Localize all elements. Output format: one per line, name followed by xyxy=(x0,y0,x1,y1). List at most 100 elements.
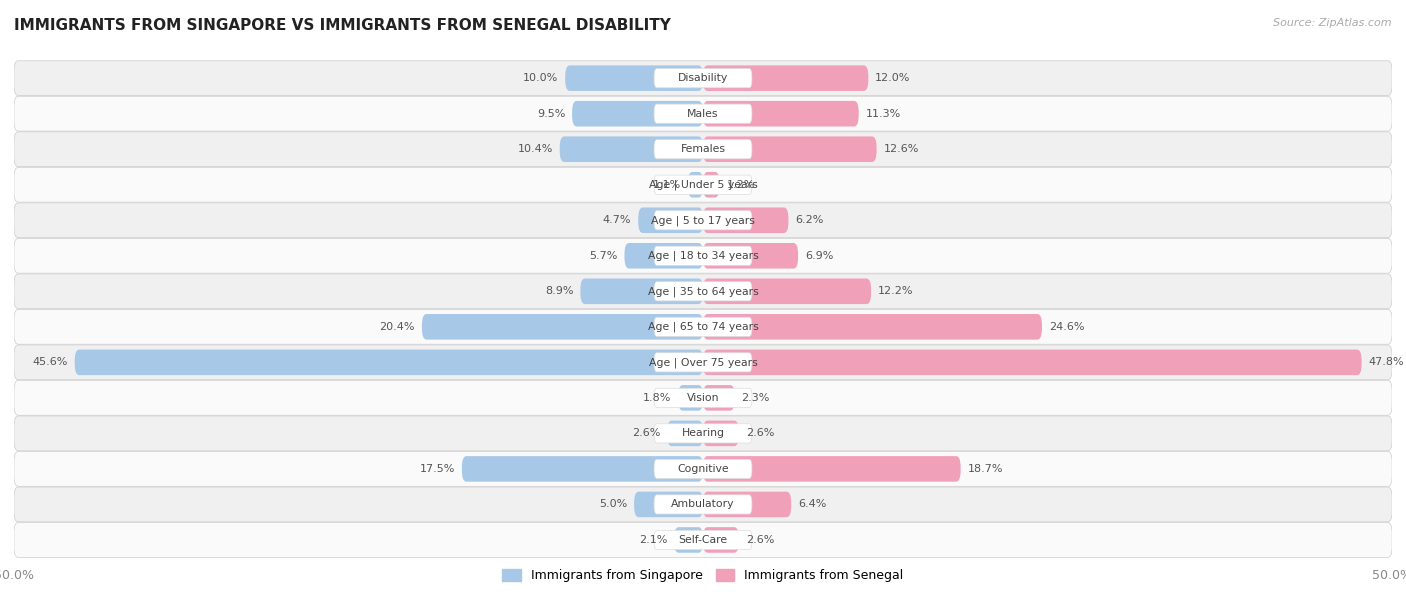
Text: IMMIGRANTS FROM SINGAPORE VS IMMIGRANTS FROM SENEGAL DISABILITY: IMMIGRANTS FROM SINGAPORE VS IMMIGRANTS … xyxy=(14,18,671,34)
FancyBboxPatch shape xyxy=(422,314,703,340)
Text: 1.1%: 1.1% xyxy=(652,180,681,190)
FancyBboxPatch shape xyxy=(654,69,752,88)
FancyBboxPatch shape xyxy=(75,349,703,375)
Text: Age | Over 75 years: Age | Over 75 years xyxy=(648,357,758,368)
FancyBboxPatch shape xyxy=(668,420,703,446)
FancyBboxPatch shape xyxy=(634,491,703,517)
FancyBboxPatch shape xyxy=(14,274,1392,308)
FancyBboxPatch shape xyxy=(703,136,876,162)
Text: 9.5%: 9.5% xyxy=(537,109,565,119)
FancyBboxPatch shape xyxy=(703,101,859,127)
FancyBboxPatch shape xyxy=(14,96,1392,131)
Text: Vision: Vision xyxy=(686,393,720,403)
Text: 12.2%: 12.2% xyxy=(877,286,914,296)
Text: 18.7%: 18.7% xyxy=(967,464,1002,474)
Text: Self-Care: Self-Care xyxy=(679,535,727,545)
Text: Hearing: Hearing xyxy=(682,428,724,438)
Text: 47.8%: 47.8% xyxy=(1368,357,1405,367)
Text: 6.4%: 6.4% xyxy=(799,499,827,509)
FancyBboxPatch shape xyxy=(654,246,752,266)
Text: 20.4%: 20.4% xyxy=(380,322,415,332)
FancyBboxPatch shape xyxy=(560,136,703,162)
Text: 45.6%: 45.6% xyxy=(32,357,67,367)
FancyBboxPatch shape xyxy=(14,167,1392,202)
FancyBboxPatch shape xyxy=(581,278,703,304)
FancyBboxPatch shape xyxy=(654,175,752,195)
Text: Age | 18 to 34 years: Age | 18 to 34 years xyxy=(648,250,758,261)
Text: 2.1%: 2.1% xyxy=(638,535,668,545)
Text: Age | 65 to 74 years: Age | 65 to 74 years xyxy=(648,321,758,332)
FancyBboxPatch shape xyxy=(654,282,752,301)
FancyBboxPatch shape xyxy=(703,207,789,233)
Text: 5.0%: 5.0% xyxy=(599,499,627,509)
FancyBboxPatch shape xyxy=(14,203,1392,237)
FancyBboxPatch shape xyxy=(14,452,1392,487)
Text: 2.6%: 2.6% xyxy=(745,428,775,438)
FancyBboxPatch shape xyxy=(565,65,703,91)
FancyBboxPatch shape xyxy=(638,207,703,233)
FancyBboxPatch shape xyxy=(654,140,752,159)
Text: 2.6%: 2.6% xyxy=(745,535,775,545)
Text: 17.5%: 17.5% xyxy=(419,464,456,474)
Text: 4.7%: 4.7% xyxy=(603,215,631,225)
FancyBboxPatch shape xyxy=(678,385,703,411)
FancyBboxPatch shape xyxy=(654,104,752,123)
Text: 8.9%: 8.9% xyxy=(546,286,574,296)
Text: 24.6%: 24.6% xyxy=(1049,322,1084,332)
FancyBboxPatch shape xyxy=(673,527,703,553)
FancyBboxPatch shape xyxy=(14,310,1392,344)
FancyBboxPatch shape xyxy=(14,132,1392,166)
FancyBboxPatch shape xyxy=(654,317,752,337)
Text: Source: ZipAtlas.com: Source: ZipAtlas.com xyxy=(1274,18,1392,28)
FancyBboxPatch shape xyxy=(14,345,1392,380)
Text: 6.2%: 6.2% xyxy=(796,215,824,225)
FancyBboxPatch shape xyxy=(703,385,735,411)
Text: 11.3%: 11.3% xyxy=(866,109,901,119)
FancyBboxPatch shape xyxy=(703,420,738,446)
Text: 12.6%: 12.6% xyxy=(883,144,920,154)
FancyBboxPatch shape xyxy=(654,353,752,372)
FancyBboxPatch shape xyxy=(703,527,738,553)
Text: Age | Under 5 years: Age | Under 5 years xyxy=(648,179,758,190)
FancyBboxPatch shape xyxy=(14,416,1392,451)
FancyBboxPatch shape xyxy=(654,531,752,550)
Text: Cognitive: Cognitive xyxy=(678,464,728,474)
FancyBboxPatch shape xyxy=(14,61,1392,95)
Text: 1.8%: 1.8% xyxy=(643,393,671,403)
FancyBboxPatch shape xyxy=(572,101,703,127)
FancyBboxPatch shape xyxy=(461,456,703,482)
FancyBboxPatch shape xyxy=(703,491,792,517)
FancyBboxPatch shape xyxy=(654,211,752,230)
FancyBboxPatch shape xyxy=(703,65,869,91)
FancyBboxPatch shape xyxy=(654,424,752,443)
FancyBboxPatch shape xyxy=(14,381,1392,416)
FancyBboxPatch shape xyxy=(703,349,1361,375)
Text: Males: Males xyxy=(688,109,718,119)
FancyBboxPatch shape xyxy=(654,388,752,408)
Text: 5.7%: 5.7% xyxy=(589,251,617,261)
Text: Females: Females xyxy=(681,144,725,154)
FancyBboxPatch shape xyxy=(703,456,960,482)
Text: 10.4%: 10.4% xyxy=(517,144,553,154)
FancyBboxPatch shape xyxy=(703,278,872,304)
FancyBboxPatch shape xyxy=(654,460,752,479)
FancyBboxPatch shape xyxy=(703,172,720,198)
FancyBboxPatch shape xyxy=(14,487,1392,522)
Text: 1.2%: 1.2% xyxy=(727,180,755,190)
FancyBboxPatch shape xyxy=(624,243,703,269)
FancyBboxPatch shape xyxy=(703,243,799,269)
Text: Age | 35 to 64 years: Age | 35 to 64 years xyxy=(648,286,758,297)
Text: 10.0%: 10.0% xyxy=(523,73,558,83)
FancyBboxPatch shape xyxy=(654,495,752,514)
Text: Ambulatory: Ambulatory xyxy=(671,499,735,509)
Text: Disability: Disability xyxy=(678,73,728,83)
Text: Age | 5 to 17 years: Age | 5 to 17 years xyxy=(651,215,755,225)
Text: 2.6%: 2.6% xyxy=(631,428,661,438)
FancyBboxPatch shape xyxy=(703,314,1042,340)
FancyBboxPatch shape xyxy=(14,238,1392,273)
FancyBboxPatch shape xyxy=(688,172,703,198)
Text: 2.3%: 2.3% xyxy=(741,393,770,403)
Legend: Immigrants from Singapore, Immigrants from Senegal: Immigrants from Singapore, Immigrants fr… xyxy=(498,564,908,588)
FancyBboxPatch shape xyxy=(14,523,1392,558)
Text: 12.0%: 12.0% xyxy=(875,73,911,83)
